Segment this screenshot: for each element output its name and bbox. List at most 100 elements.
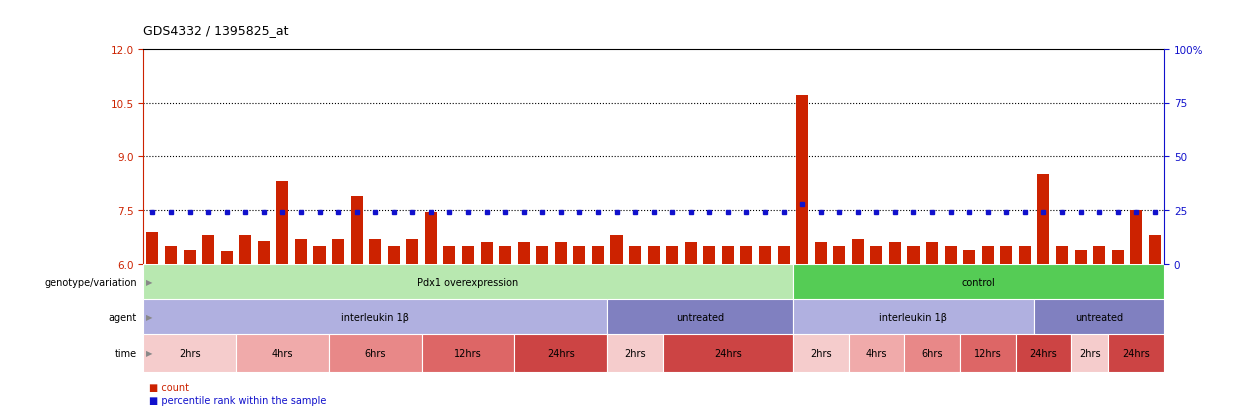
Bar	[258, 241, 270, 264]
Bar	[147, 232, 158, 264]
Text: 12hrs: 12hrs	[974, 348, 1002, 358]
Text: ▶: ▶	[146, 349, 152, 358]
Bar	[239, 236, 251, 264]
Text: 6hrs: 6hrs	[921, 348, 942, 358]
Bar	[608, 335, 662, 372]
Bar	[759, 247, 771, 264]
Bar	[499, 247, 512, 264]
Bar	[793, 264, 1164, 299]
Text: genotype/variation: genotype/variation	[45, 277, 137, 287]
Text: ▶: ▶	[146, 313, 152, 321]
Bar	[1037, 175, 1050, 264]
Bar	[462, 247, 474, 264]
Bar	[143, 264, 793, 299]
Bar	[574, 247, 585, 264]
Bar	[143, 299, 608, 335]
Bar	[1071, 335, 1108, 372]
Text: untreated: untreated	[1074, 312, 1123, 322]
Bar	[166, 247, 177, 264]
Bar	[796, 96, 808, 264]
Bar	[387, 247, 400, 264]
Bar	[406, 239, 418, 264]
Text: 24hrs: 24hrs	[1122, 348, 1150, 358]
Bar	[793, 299, 1035, 335]
Text: control: control	[961, 277, 995, 287]
Bar	[591, 247, 604, 264]
Bar	[425, 212, 437, 264]
Bar	[183, 250, 195, 264]
Text: 2hrs: 2hrs	[1079, 348, 1101, 358]
Bar	[1093, 247, 1106, 264]
Bar	[1000, 247, 1012, 264]
Text: agent: agent	[108, 312, 137, 322]
Text: 2hrs: 2hrs	[179, 348, 200, 358]
Text: untreated: untreated	[676, 312, 725, 322]
Bar	[662, 335, 793, 372]
Bar	[926, 243, 937, 264]
Bar	[555, 243, 566, 264]
Text: ▶: ▶	[146, 278, 152, 286]
Bar	[793, 335, 849, 372]
Bar	[351, 196, 362, 264]
Text: interleukin 1β: interleukin 1β	[341, 312, 410, 322]
Bar	[1108, 335, 1164, 372]
Text: ■ percentile rank within the sample: ■ percentile rank within the sample	[149, 395, 326, 406]
Bar	[1130, 211, 1142, 264]
Bar	[332, 239, 344, 264]
Text: 4hrs: 4hrs	[865, 348, 888, 358]
Bar	[1018, 247, 1031, 264]
Bar	[945, 247, 956, 264]
Bar	[1016, 335, 1071, 372]
Text: ■ count: ■ count	[149, 382, 189, 392]
Bar	[1074, 250, 1087, 264]
Text: time: time	[115, 348, 137, 358]
Bar	[666, 247, 679, 264]
Bar	[647, 247, 660, 264]
Bar	[610, 236, 622, 264]
Text: 24hrs: 24hrs	[713, 348, 742, 358]
Bar	[220, 252, 233, 264]
Text: interleukin 1β: interleukin 1β	[879, 312, 947, 322]
Text: Pdx1 overexpression: Pdx1 overexpression	[417, 277, 519, 287]
Bar	[443, 247, 456, 264]
Text: 4hrs: 4hrs	[271, 348, 293, 358]
Text: 2hrs: 2hrs	[624, 348, 646, 358]
Text: 6hrs: 6hrs	[365, 348, 386, 358]
Bar	[703, 247, 716, 264]
Bar	[778, 247, 789, 264]
Bar	[537, 247, 548, 264]
Bar	[908, 247, 920, 264]
Bar	[814, 243, 827, 264]
Bar	[852, 239, 864, 264]
Bar	[514, 335, 608, 372]
Bar	[202, 236, 214, 264]
Bar	[1149, 236, 1160, 264]
Text: 24hrs: 24hrs	[547, 348, 575, 358]
Bar	[833, 247, 845, 264]
Text: 2hrs: 2hrs	[809, 348, 832, 358]
Bar	[960, 335, 1016, 372]
Bar	[143, 335, 237, 372]
Bar	[276, 182, 289, 264]
Bar	[849, 335, 904, 372]
Bar	[1056, 247, 1068, 264]
Bar	[889, 243, 901, 264]
Bar	[314, 247, 325, 264]
Text: GDS4332 / 1395825_at: GDS4332 / 1395825_at	[143, 24, 289, 37]
Bar	[422, 335, 514, 372]
Bar	[964, 250, 975, 264]
Bar	[608, 299, 793, 335]
Bar	[722, 247, 733, 264]
Bar	[685, 243, 697, 264]
Bar	[295, 239, 308, 264]
Bar	[370, 239, 381, 264]
Bar	[237, 335, 329, 372]
Bar	[870, 247, 883, 264]
Text: 12hrs: 12hrs	[454, 348, 482, 358]
Bar	[518, 243, 529, 264]
Bar	[904, 335, 960, 372]
Bar	[629, 247, 641, 264]
Bar	[741, 247, 752, 264]
Bar	[982, 247, 994, 264]
Bar	[329, 335, 422, 372]
